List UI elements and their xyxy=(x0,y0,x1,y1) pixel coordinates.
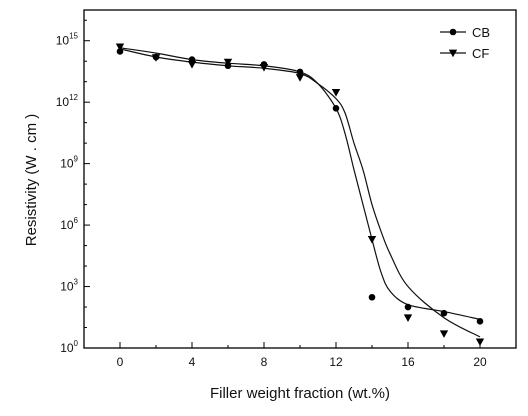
marker-cf xyxy=(331,89,341,97)
marker-cb xyxy=(404,303,412,311)
y-tick-label: 100 xyxy=(60,339,78,355)
legend-label-cf: CF xyxy=(472,46,489,61)
marker-cf xyxy=(475,338,485,347)
y-tick-label: 103 xyxy=(60,278,78,294)
y-tick-label: 106 xyxy=(60,216,78,232)
y-tick-label: 1012 xyxy=(56,93,79,109)
marker-cb xyxy=(332,105,340,112)
x-tick-label: 8 xyxy=(261,355,268,369)
legend-marker-cf xyxy=(448,49,458,58)
marker-cf xyxy=(115,43,125,52)
y-tick-label-exponent: 6 xyxy=(74,216,79,225)
data-markers xyxy=(115,43,485,347)
y-tick-label-base: 10 xyxy=(60,280,74,294)
x-axis-ticks: 0 4 8 12 16 20 xyxy=(117,342,517,369)
marker-cf xyxy=(439,330,449,338)
legend: CB CF xyxy=(440,25,490,61)
y-tick-label-base: 10 xyxy=(60,157,74,171)
marker-cb xyxy=(116,48,124,55)
marker-cb xyxy=(296,68,304,76)
marker-cf xyxy=(223,58,233,67)
legend-label-cb: CB xyxy=(472,25,490,40)
x-tick-label: 0 xyxy=(117,355,124,369)
y-tick-label-exponent: 12 xyxy=(69,93,78,102)
y-tick-label-base: 10 xyxy=(60,341,74,355)
x-tick-label: 12 xyxy=(329,355,343,369)
y-tick-label: 1015 xyxy=(56,32,79,48)
plot-frame xyxy=(83,9,517,349)
marker-cf xyxy=(151,54,161,62)
y-axis-title: Resistivity (W . cm ) xyxy=(23,114,40,247)
y-tick-label-base: 10 xyxy=(56,34,70,48)
y-tick-label-base: 10 xyxy=(56,95,70,109)
y-tick-label-exponent: 9 xyxy=(74,155,79,164)
x-tick-label: 4 xyxy=(189,355,196,369)
y-tick-label-exponent: 3 xyxy=(74,278,79,287)
marker-cb xyxy=(476,318,484,325)
marker-cb xyxy=(368,293,376,301)
marker-cf xyxy=(367,236,377,244)
marker-cb xyxy=(440,309,448,317)
marker-cf xyxy=(403,314,413,322)
x-tick-label: 20 xyxy=(473,355,487,369)
legend-marker-cb xyxy=(449,28,457,36)
marker-cf xyxy=(259,64,269,72)
y-tick-label-exponent: 0 xyxy=(74,339,79,348)
y-tick-label: 109 xyxy=(60,155,78,171)
x-axis-title: Filler weight fraction (wt.%) xyxy=(210,385,390,402)
curve-cf xyxy=(119,48,481,338)
y-tick-label-exponent: 15 xyxy=(69,32,78,41)
marker-cf xyxy=(295,74,305,82)
curve-cb xyxy=(119,47,481,320)
marker-cf xyxy=(187,61,197,69)
y-tick-label-base: 10 xyxy=(60,218,74,232)
x-tick-label: 16 xyxy=(401,355,415,369)
fit-curves xyxy=(119,47,481,338)
